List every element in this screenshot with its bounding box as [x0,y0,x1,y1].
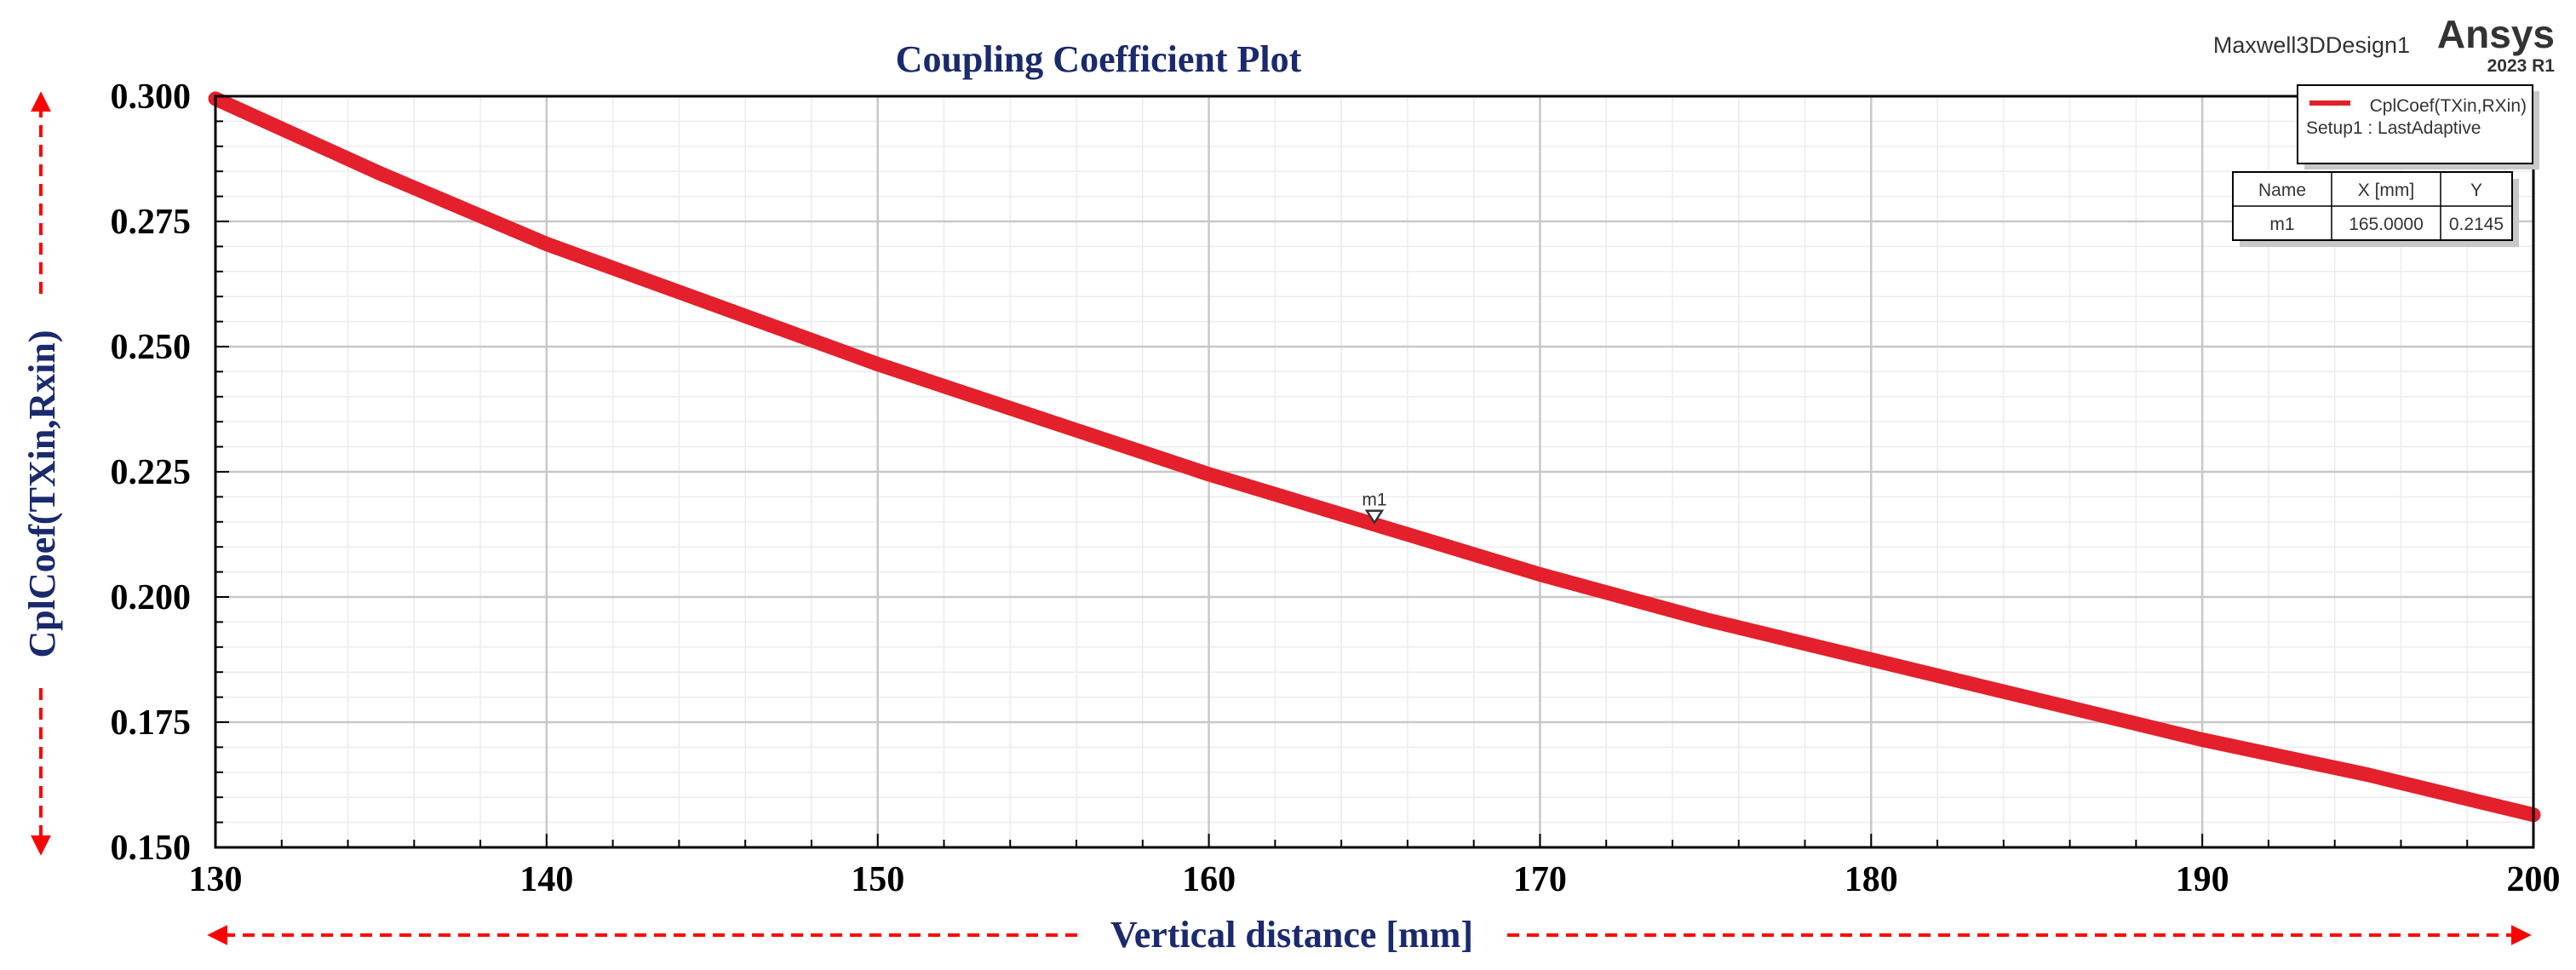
marker-table-header-x: X [mm] [2358,181,2415,200]
chart-title: Coupling Coefficient Plot [896,38,1302,80]
x-tick-label: 150 [851,860,904,899]
marker-table-cell-name: m1 [2269,215,2294,234]
marker-m1-label: m1 [1362,491,1386,510]
legend-setup-label: Setup1 : LastAdaptive [2306,118,2481,138]
y-axis-label: CplCoef(TXin,Rxin) [21,330,63,657]
x-tick-label: 200 [2507,860,2561,899]
marker-m1[interactable]: m1 [1362,491,1387,525]
y-tick-label: 0.275 [111,203,192,242]
y-tick-label: 0.150 [111,829,192,868]
x-tick-label: 160 [1182,860,1236,899]
x-tick-label: 130 [189,860,243,899]
marker-table[interactable]: Name X [mm] Y m1 165.0000 0.2145 [2232,171,2519,247]
legend-box [2297,84,2533,164]
x-tick-label: 140 [519,860,573,899]
brand-version: 2023 R1 [2487,56,2556,76]
y-tick-label: 0.225 [111,453,192,492]
marker-m1-icon [1364,509,1385,525]
marker-table-cell-y: 0.2145 [2449,215,2504,234]
legend[interactable]: CplCoef(TXin,RXin) Setup1 : LastAdaptive [2297,84,2539,169]
legend-series-label: CplCoef(TXin,RXin) [2370,96,2527,116]
marker-table-cell-x: 165.0000 [2349,215,2424,234]
marker-table-header-name: Name [2258,181,2306,200]
x-tick-label: 170 [1513,860,1567,899]
y-tick-label: 0.300 [111,77,192,117]
marker-table-header-y: Y [2470,181,2482,200]
x-tick-label: 190 [2176,860,2229,899]
x-axis-label: Vertical distance [mm] [1110,914,1473,956]
y-tick-label: 0.250 [111,328,192,367]
brand-name: Ansys [2437,12,2555,56]
y-tick-label: 0.200 [111,578,192,617]
y-tick-labels: 0.300 0.275 0.250 0.225 0.200 0.175 0.15… [111,77,192,868]
plot-area: m1 [208,91,2541,849]
axis-tick-marks [215,95,2534,848]
x-tick-labels: 130 140 150 160 170 180 190 200 [189,860,2561,899]
design-name: Maxwell3DDesign1 [2213,32,2410,58]
y-tick-label: 0.175 [111,703,192,743]
x-tick-label: 180 [1845,860,1898,899]
